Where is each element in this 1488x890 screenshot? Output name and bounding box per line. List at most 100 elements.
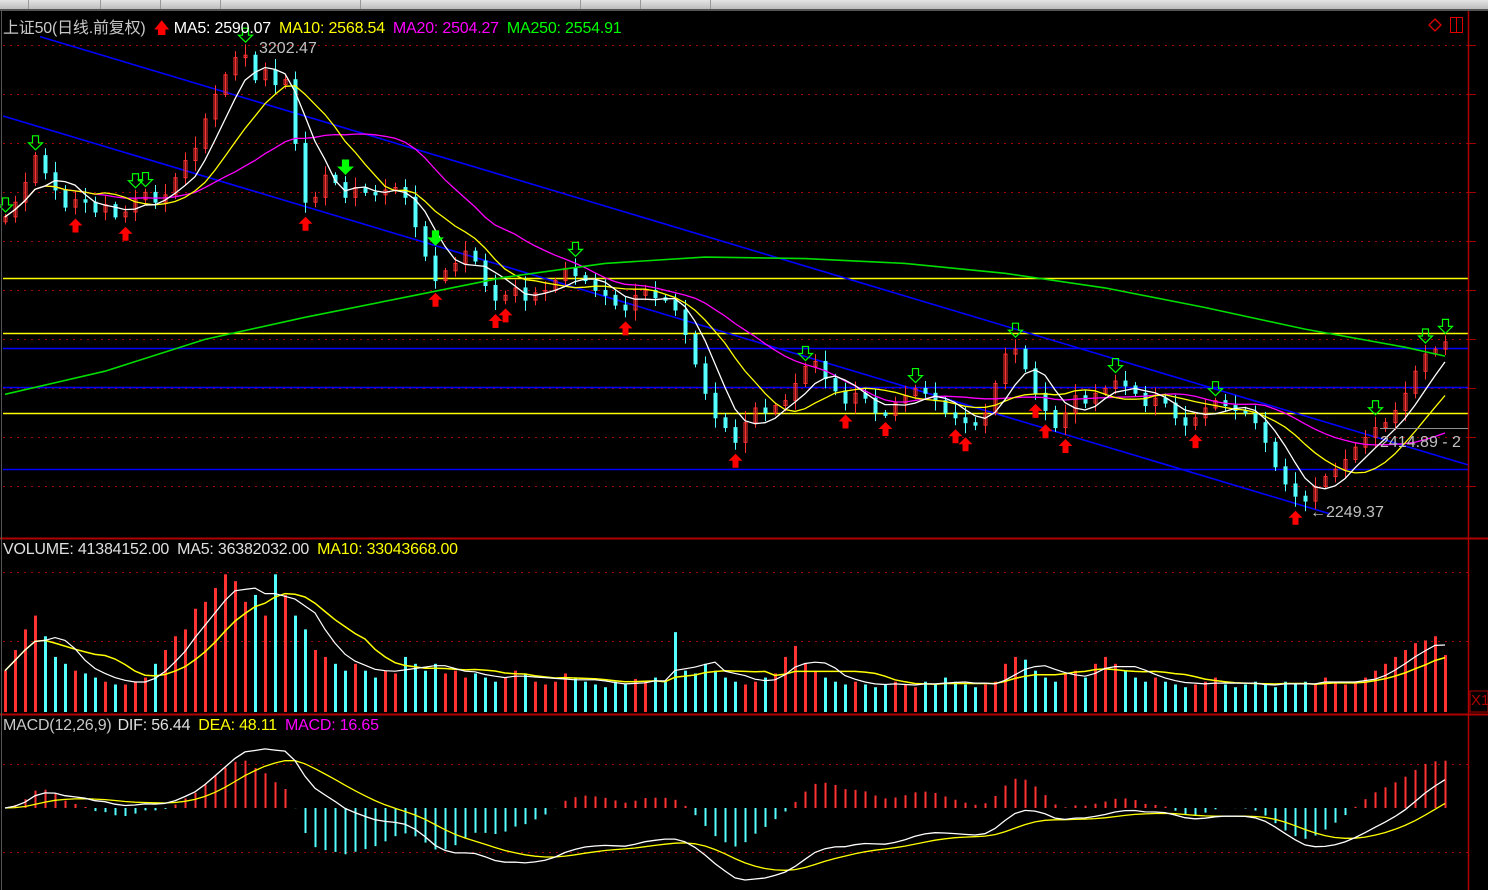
- buy-arrow-icon: [958, 437, 973, 452]
- candle-body: [473, 250, 478, 262]
- volume-bar: [1204, 681, 1207, 712]
- scale-button[interactable]: X1: [1471, 692, 1488, 709]
- candle-body: [633, 294, 638, 311]
- toolbar-tab[interactable]: [28, 0, 101, 9]
- diamond-icon[interactable]: [1428, 18, 1442, 32]
- buy-arrow-icon: [1038, 424, 1053, 439]
- candle-body: [953, 412, 958, 419]
- volume-bar: [1194, 684, 1197, 712]
- sell-arrow-icon: [1437, 318, 1454, 335]
- candle-body: [213, 93, 218, 120]
- sell-arrow-icon: [27, 135, 44, 151]
- macd-pane: [4, 748, 1447, 881]
- volume-bar: [204, 601, 207, 712]
- candle-body: [833, 378, 838, 392]
- volume-bar: [1034, 670, 1037, 712]
- volume-bar: [1104, 656, 1107, 712]
- volume-bar: [1164, 681, 1167, 712]
- candle-body: [413, 196, 418, 228]
- arrow-left-icon: ←: [1310, 504, 1326, 521]
- volume-ma5-value: MA5: 36382032.00: [177, 541, 310, 558]
- volume-bar: [1364, 677, 1367, 712]
- volume-bar: [1214, 677, 1217, 712]
- toolbar-tab[interactable]: [640, 0, 711, 9]
- candle-body: [983, 412, 988, 426]
- candle-body: [813, 360, 818, 367]
- toolbar-tab[interactable]: [0, 0, 29, 9]
- toolbar-tab[interactable]: [100, 0, 161, 9]
- dif-line: [4, 748, 1446, 881]
- volume-bar: [414, 663, 417, 712]
- candle-body: [293, 79, 298, 144]
- candle-body: [433, 255, 438, 282]
- volume-bar: [24, 629, 27, 712]
- volume-bar: [534, 681, 537, 712]
- candle-body: [1003, 353, 1008, 385]
- volume-bar: [84, 673, 87, 712]
- candle-body: [1053, 409, 1058, 429]
- buy-arrow-icon: [1058, 439, 1073, 454]
- stock-chart[interactable]: [0, 11, 1488, 890]
- scale-box[interactable]: [1469, 690, 1488, 713]
- volume-bar: [1114, 663, 1117, 712]
- candle-body: [1253, 412, 1258, 424]
- volume-bar: [644, 681, 647, 712]
- candle-body: [303, 142, 308, 203]
- sell-arrow-icon: [797, 345, 814, 362]
- candle-body: [883, 412, 888, 416]
- volume-bar: [1244, 684, 1247, 712]
- volume-bar: [924, 681, 927, 712]
- candle-body: [233, 57, 238, 76]
- volume-bar: [504, 677, 507, 712]
- ma10-line: [4, 85, 1446, 474]
- candle-body: [533, 292, 538, 301]
- volume-bar: [524, 673, 527, 712]
- volume-bar: [594, 684, 597, 712]
- candle-body: [1133, 385, 1138, 394]
- toolbar-tab[interactable]: [160, 0, 221, 9]
- volume-bar: [1014, 656, 1017, 712]
- volume-bar: [1424, 640, 1427, 712]
- candle-body: [453, 262, 458, 272]
- toolbar-tab[interactable]: [360, 0, 581, 9]
- candle-body: [313, 196, 318, 203]
- candle-body: [143, 191, 148, 201]
- candle-body: [1103, 387, 1108, 394]
- volume-bar: [94, 677, 97, 712]
- volume-bar: [724, 677, 727, 712]
- candle-body: [1143, 392, 1148, 407]
- volume-bar: [1254, 681, 1257, 712]
- volume-bar: [1154, 677, 1157, 712]
- volume-value: VOLUME: 41384152.00: [3, 541, 170, 558]
- volume-bar: [1284, 681, 1287, 712]
- instrument-title: 上证50(日线.前复权): [3, 20, 146, 37]
- volume-bar: [144, 677, 147, 712]
- volume-bar: [1074, 670, 1077, 712]
- volume-bar: [494, 681, 497, 712]
- candle-body: [1193, 417, 1198, 426]
- volume-bar: [1374, 670, 1377, 712]
- volume-bar: [734, 681, 737, 712]
- macd-value: MACD: 16.65: [284, 717, 379, 734]
- sell-arrow-icon: [1417, 328, 1434, 344]
- volume-bar: [254, 594, 257, 712]
- candle-body: [113, 204, 118, 218]
- volume-bar: [1054, 681, 1057, 712]
- volume-bar: [574, 677, 577, 712]
- toolbar-tab[interactable]: [580, 0, 641, 9]
- ma10-value: MA10: 2568.54: [278, 20, 385, 37]
- low-price-label: ←2249.37: [1310, 504, 1384, 522]
- candle-body: [673, 299, 678, 311]
- candle-body: [1033, 368, 1038, 394]
- volume-bar: [214, 588, 217, 712]
- sell-arrow-icon: [907, 367, 924, 384]
- candle-body: [1213, 400, 1218, 409]
- candle-body: [1263, 422, 1268, 443]
- candle-body: [283, 79, 288, 86]
- candle-body: [1413, 370, 1418, 394]
- volume-bar: [34, 615, 37, 712]
- volume-bar: [434, 663, 437, 712]
- volume-bar: [864, 684, 867, 712]
- volume-ma10-value: MA10: 33043668.00: [317, 541, 458, 558]
- toolbar-tab[interactable]: [220, 0, 361, 9]
